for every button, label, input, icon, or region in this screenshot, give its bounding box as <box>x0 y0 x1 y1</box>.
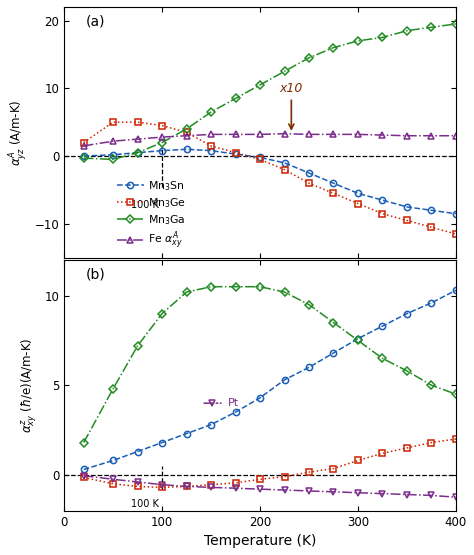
Mn$_3$Ga <box>233 95 238 102</box>
Mn$_3$Sn <box>428 207 434 214</box>
Mn$_3$Sn <box>110 152 116 158</box>
Mn$_3$Ga <box>135 149 140 156</box>
Fe $\alpha^A_{xy}$ <box>110 138 116 144</box>
Mn$_3$Ga <box>159 139 165 146</box>
Fe $\alpha^A_{xy}$ <box>355 131 361 138</box>
Mn$_3$Ge <box>208 143 214 149</box>
Mn$_3$Ge <box>331 190 337 196</box>
Mn$_3$Ga <box>81 155 87 162</box>
Mn$_3$Sn <box>233 151 238 158</box>
Mn$_3$Sn <box>282 159 287 166</box>
Y-axis label: $\alpha^A_{yz}$ (A/m-K): $\alpha^A_{yz}$ (A/m-K) <box>7 99 29 165</box>
Text: x10: x10 <box>280 82 303 129</box>
Line: Mn$_3$Ga: Mn$_3$Ga <box>81 21 459 163</box>
Text: (b): (b) <box>86 268 105 281</box>
Fe $\alpha^A_{xy}$ <box>453 133 459 139</box>
Mn$_3$Ga <box>184 125 190 132</box>
Mn$_3$Ge <box>428 224 434 230</box>
Mn$_3$Sn <box>184 146 190 153</box>
Fe $\alpha^A_{xy}$ <box>306 131 312 138</box>
Mn$_3$Ge <box>380 210 385 217</box>
Mn$_3$Ge <box>159 122 165 129</box>
Mn$_3$Ga <box>110 156 116 163</box>
Fe $\alpha^A_{xy}$ <box>282 130 287 137</box>
Mn$_3$Sn <box>81 153 87 159</box>
Mn$_3$Sn <box>404 204 410 210</box>
Fe $\alpha^A_{xy}$ <box>380 132 385 138</box>
Mn$_3$Sn <box>453 210 459 217</box>
Mn$_3$Ge <box>282 166 287 173</box>
Mn$_3$Ge <box>404 217 410 224</box>
Mn$_3$Ga <box>404 27 410 34</box>
Mn$_3$Ge <box>306 180 312 186</box>
Mn$_3$Ge <box>257 156 263 163</box>
Mn$_3$Ga <box>257 82 263 88</box>
Mn$_3$Sn <box>257 154 263 161</box>
Text: Pt: Pt <box>228 398 239 408</box>
Mn$_3$Sn <box>208 147 214 154</box>
Y-axis label: $\alpha^z_{xy}$ ($\hbar$/e)(A/m-K): $\alpha^z_{xy}$ ($\hbar$/e)(A/m-K) <box>19 337 39 433</box>
Mn$_3$Sn <box>380 197 385 204</box>
Mn$_3$Ga <box>306 54 312 61</box>
Text: 100 K: 100 K <box>131 200 159 210</box>
Fe $\alpha^A_{xy}$ <box>257 131 263 138</box>
Mn$_3$Ge <box>81 139 87 146</box>
Mn$_3$Ge <box>355 200 361 207</box>
Mn$_3$Ga <box>355 38 361 44</box>
Fe $\alpha^A_{xy}$ <box>428 133 434 139</box>
Fe $\alpha^A_{xy}$ <box>331 131 337 138</box>
Mn$_3$Ge <box>233 149 238 156</box>
Mn$_3$Ge <box>110 119 116 125</box>
Mn$_3$Ga <box>282 68 287 75</box>
Mn$_3$Sn <box>306 170 312 176</box>
Mn$_3$Sn <box>331 180 337 186</box>
Mn$_3$Ga <box>208 109 214 115</box>
Text: (a): (a) <box>86 14 105 28</box>
Mn$_3$Ge <box>135 119 140 125</box>
Mn$_3$Ga <box>331 44 337 51</box>
Fe $\alpha^A_{xy}$ <box>233 131 238 138</box>
Line: Fe $\alpha^A_{xy}$: Fe $\alpha^A_{xy}$ <box>81 130 459 149</box>
Text: 100 K: 100 K <box>131 499 159 509</box>
Legend: Mn$_3$Sn, Mn$_3$Ge, Mn$_3$Ga, Fe $\alpha^A_{xy}$: Mn$_3$Sn, Mn$_3$Ge, Mn$_3$Ga, Fe $\alpha… <box>117 179 186 253</box>
Mn$_3$Sn <box>135 149 140 156</box>
Mn$_3$Sn <box>355 190 361 196</box>
Fe $\alpha^A_{xy}$ <box>184 133 190 139</box>
Mn$_3$Ge <box>453 231 459 238</box>
Fe $\alpha^A_{xy}$ <box>159 134 165 140</box>
X-axis label: Temperature (K): Temperature (K) <box>204 534 316 548</box>
Fe $\alpha^A_{xy}$ <box>208 131 214 138</box>
Mn$_3$Ga <box>453 21 459 27</box>
Mn$_3$Sn <box>159 147 165 154</box>
Line: Mn$_3$Ge: Mn$_3$Ge <box>81 119 459 237</box>
Mn$_3$Ga <box>428 24 434 31</box>
Fe $\alpha^A_{xy}$ <box>81 143 87 149</box>
Fe $\alpha^A_{xy}$ <box>135 136 140 143</box>
Mn$_3$Ge <box>184 129 190 135</box>
Fe $\alpha^A_{xy}$ <box>404 133 410 139</box>
Mn$_3$Ga <box>380 34 385 41</box>
Line: Mn$_3$Sn: Mn$_3$Sn <box>81 146 459 217</box>
